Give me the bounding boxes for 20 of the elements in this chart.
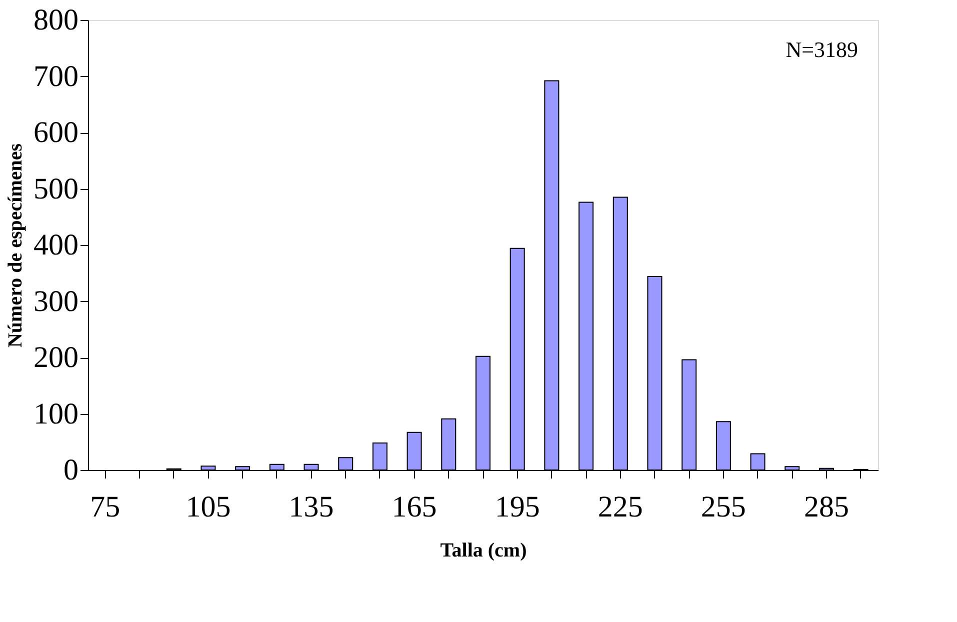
y-tick-label: 600 [34,116,78,149]
x-tick-label: 285 [804,490,849,524]
x-tick-label: 105 [186,490,231,524]
x-tick-label: 225 [598,490,643,524]
x-tick-label: 195 [494,490,540,524]
y-tick-label: 800 [34,4,78,36]
y-tick-label: 500 [34,172,78,206]
x-tick-label: 135 [288,490,334,524]
y-tick-label: 700 [34,60,78,93]
y-tick-label: 0 [64,454,78,486]
x-tick-label: 255 [700,490,746,524]
y-tick-label: 400 [34,228,78,262]
y-tick-label: 300 [34,284,78,318]
y-axis-title: Número de especímenes [4,143,26,348]
y-tick-label: 100 [34,397,78,430]
x-axis-title: Talla (cm) [440,540,527,562]
y-tick-label: 200 [34,341,78,374]
x-tick-label: 75 [90,490,120,524]
annotation: N=3189 [786,37,858,62]
x-tick-label: 165 [392,490,437,524]
